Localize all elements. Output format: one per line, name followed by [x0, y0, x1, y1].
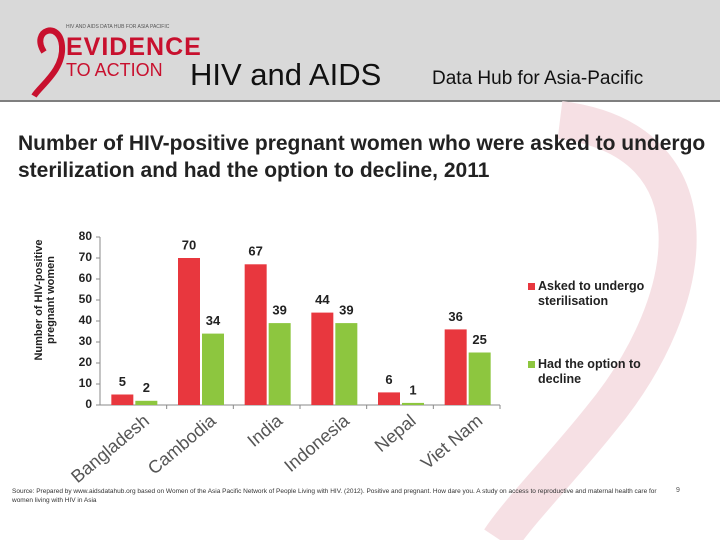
- bar: [135, 400, 158, 405]
- value-label: 44: [315, 292, 330, 307]
- x-tick-label: Nepal: [371, 410, 420, 456]
- logo-top: EVIDENCE: [66, 33, 202, 61]
- legend-label: Asked to undergo sterilisation: [538, 279, 645, 308]
- legend-label: Had the option to decline: [538, 357, 641, 386]
- header-rule: [0, 100, 720, 102]
- value-label: 6: [385, 372, 392, 387]
- legend-swatch: [528, 361, 535, 368]
- bar: [111, 394, 134, 405]
- x-tick-label: Indonesia: [280, 410, 353, 476]
- y-tick-label: 70: [79, 250, 93, 264]
- bar: [402, 402, 424, 405]
- value-label: 5: [119, 374, 126, 389]
- logo-small: HIV AND AIDS DATA HUB FOR ASIA PACIFIC: [66, 24, 170, 30]
- header-band: [0, 0, 720, 100]
- x-tick-label: India: [244, 410, 288, 451]
- value-label: 39: [272, 303, 286, 318]
- logo-ribbon: [31, 27, 66, 98]
- bar: [268, 323, 291, 405]
- bar: [244, 264, 267, 405]
- x-tick-label: Bangladesh: [67, 410, 153, 486]
- logo-bottom: TO ACTION: [66, 60, 163, 80]
- bar: [178, 258, 200, 405]
- legend-swatch: [528, 283, 535, 290]
- bar: [335, 323, 358, 405]
- y-tick-label: 10: [79, 376, 93, 390]
- page-number: 9: [676, 487, 680, 494]
- header-subtitle: Data Hub for Asia-Pacific: [432, 68, 644, 89]
- value-label: 2: [143, 380, 150, 395]
- value-label: 34: [206, 313, 221, 328]
- chart-title: Number of HIV-positive pregnant women wh…: [18, 132, 706, 182]
- bar: [444, 329, 467, 405]
- y-tick-label: 0: [85, 397, 92, 411]
- y-tick-label: 80: [79, 229, 93, 243]
- bar: [311, 312, 334, 405]
- x-tick-label: Cambodia: [144, 410, 220, 479]
- bar: [378, 392, 400, 405]
- bar: [202, 333, 224, 405]
- ribbon-decoration: [484, 101, 697, 540]
- value-label: 36: [448, 309, 462, 324]
- value-label: 25: [472, 332, 486, 347]
- x-tick-label: Viet Nam: [417, 410, 486, 473]
- value-label: 70: [182, 237, 196, 252]
- y-tick-label: 30: [79, 334, 93, 348]
- y-tick-label: 40: [79, 313, 93, 327]
- bar: [468, 352, 491, 405]
- y-tick-label: 60: [79, 271, 93, 285]
- y-tick-label: 20: [79, 355, 93, 369]
- value-label: 39: [339, 303, 353, 318]
- header-title: HIV and AIDS: [190, 57, 382, 92]
- y-tick-label: 50: [79, 292, 93, 306]
- source-note: Source: Prepared by www.aidsdatahub.org …: [12, 488, 657, 504]
- value-label: 67: [248, 244, 262, 259]
- value-label: 1: [409, 382, 416, 397]
